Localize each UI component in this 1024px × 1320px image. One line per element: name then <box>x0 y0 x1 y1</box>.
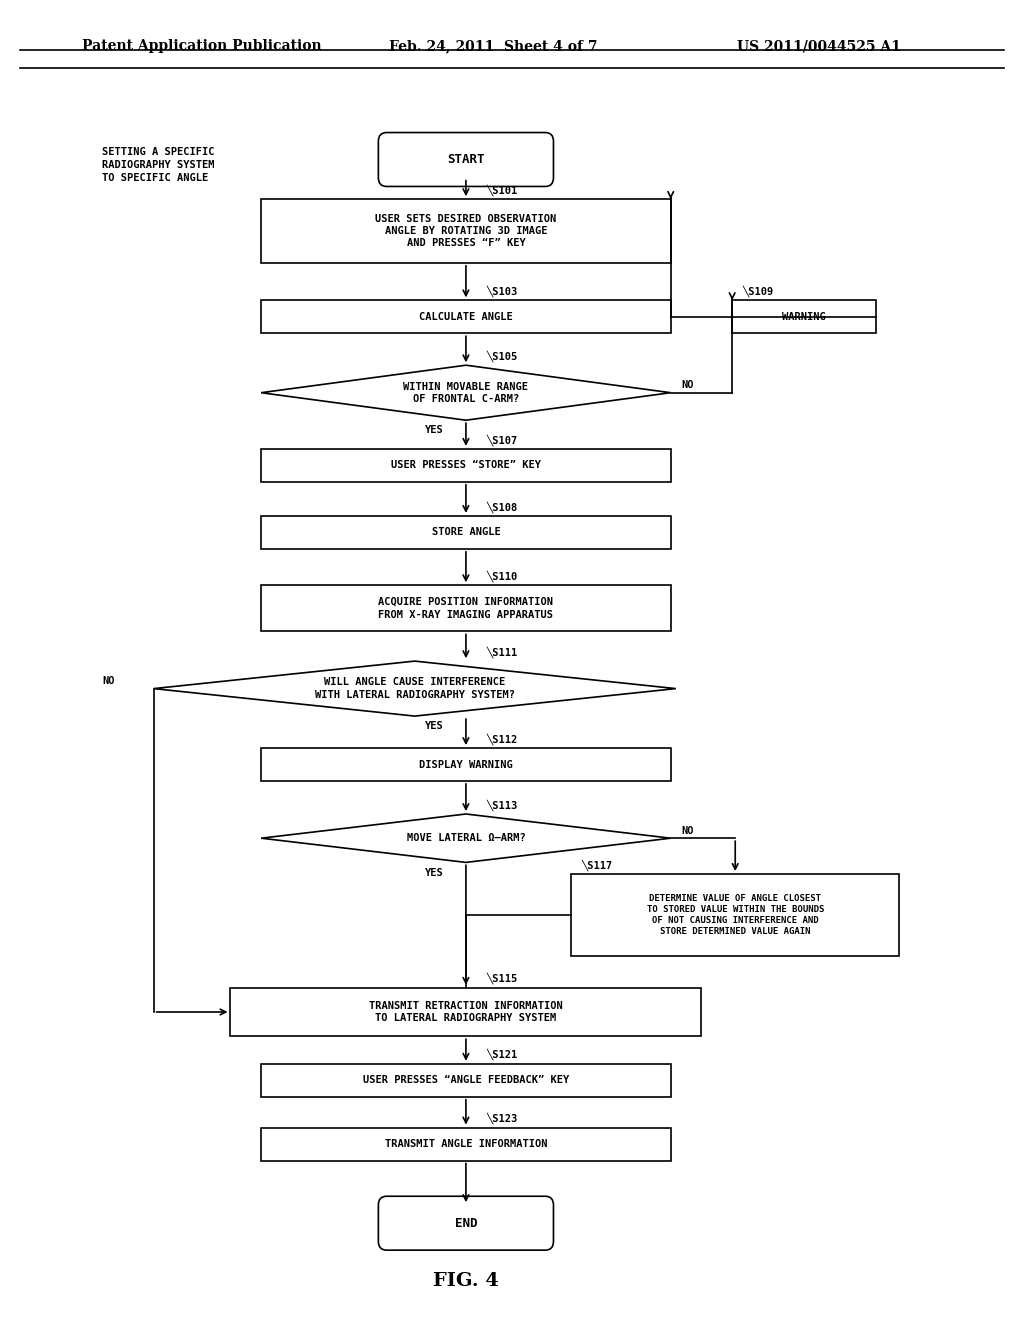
Text: ╲S107: ╲S107 <box>486 434 518 446</box>
Text: ╲S101: ╲S101 <box>486 183 518 195</box>
Text: ╲S123: ╲S123 <box>486 1113 518 1125</box>
Text: CALCULATE ANGLE: CALCULATE ANGLE <box>419 312 513 322</box>
Text: WITHIN MOVABLE RANGE
OF FRONTAL C-ARM?: WITHIN MOVABLE RANGE OF FRONTAL C-ARM? <box>403 381 528 404</box>
Text: NO: NO <box>681 826 693 836</box>
Text: Feb. 24, 2011  Sheet 4 of 7: Feb. 24, 2011 Sheet 4 of 7 <box>389 40 598 53</box>
Text: ╲S121: ╲S121 <box>486 1048 518 1060</box>
Text: YES: YES <box>425 425 443 436</box>
Bar <box>261 300 671 333</box>
Text: DETERMINE VALUE OF ANGLE CLOSEST
TO STORED VALUE WITHIN THE BOUNDS
OF NOT CAUSIN: DETERMINE VALUE OF ANGLE CLOSEST TO STOR… <box>646 894 824 936</box>
Text: ╲S112: ╲S112 <box>486 733 518 744</box>
Text: YES: YES <box>425 721 443 731</box>
Text: END: END <box>455 1217 477 1230</box>
Text: TRANSMIT RETRACTION INFORMATION
TO LATERAL RADIOGRAPHY SYSTEM: TRANSMIT RETRACTION INFORMATION TO LATER… <box>369 1001 563 1023</box>
Text: ╲S109: ╲S109 <box>742 285 774 297</box>
Text: MOVE LATERAL Ω–ARM?: MOVE LATERAL Ω–ARM? <box>407 833 525 843</box>
Text: TRANSMIT ANGLE INFORMATION: TRANSMIT ANGLE INFORMATION <box>385 1139 547 1148</box>
Bar <box>261 1064 671 1097</box>
Bar <box>261 516 671 549</box>
Text: ╲S113: ╲S113 <box>486 799 518 810</box>
Bar <box>261 585 671 631</box>
Text: YES: YES <box>425 867 443 878</box>
Text: START: START <box>447 153 484 166</box>
Polygon shape <box>154 661 676 715</box>
Bar <box>261 449 671 482</box>
Bar <box>230 987 701 1036</box>
Text: NO: NO <box>681 380 693 391</box>
Bar <box>261 199 671 263</box>
Bar <box>261 1127 671 1160</box>
Bar <box>261 748 671 781</box>
Text: US 2011/0044525 A1: US 2011/0044525 A1 <box>737 40 901 53</box>
Bar <box>732 300 876 333</box>
Text: USER PRESSES “ANGLE FEEDBACK” KEY: USER PRESSES “ANGLE FEEDBACK” KEY <box>362 1076 569 1085</box>
Text: NO: NO <box>102 676 115 686</box>
Text: USER PRESSES “STORE” KEY: USER PRESSES “STORE” KEY <box>391 461 541 470</box>
Text: USER SETS DESIRED OBSERVATION
ANGLE BY ROTATING 3D IMAGE
AND PRESSES “F” KEY: USER SETS DESIRED OBSERVATION ANGLE BY R… <box>375 214 557 248</box>
Text: ╲S103: ╲S103 <box>486 285 518 297</box>
FancyBboxPatch shape <box>379 132 553 186</box>
Text: FIG. 4: FIG. 4 <box>433 1272 499 1291</box>
Text: WARNING: WARNING <box>782 312 825 322</box>
Polygon shape <box>261 366 671 420</box>
Bar <box>571 874 899 957</box>
Text: SETTING A SPECIFIC
RADIOGRAPHY SYSTEM
TO SPECIFIC ANGLE: SETTING A SPECIFIC RADIOGRAPHY SYSTEM TO… <box>102 147 215 183</box>
Text: ╲S111: ╲S111 <box>486 645 518 657</box>
Text: Patent Application Publication: Patent Application Publication <box>82 40 322 53</box>
Text: ╲S117: ╲S117 <box>582 859 613 871</box>
Text: ╲S110: ╲S110 <box>486 570 518 582</box>
Text: ╲S105: ╲S105 <box>486 350 518 362</box>
Polygon shape <box>261 814 671 862</box>
Text: DISPLAY WARNING: DISPLAY WARNING <box>419 759 513 770</box>
Text: ╲S108: ╲S108 <box>486 500 518 512</box>
Text: WILL ANGLE CAUSE INTERFERENCE
WITH LATERAL RADIOGRAPHY SYSTEM?: WILL ANGLE CAUSE INTERFERENCE WITH LATER… <box>314 677 515 700</box>
Text: STORE ANGLE: STORE ANGLE <box>431 528 501 537</box>
Text: ACQUIRE POSITION INFORMATION
FROM X-RAY IMAGING APPARATUS: ACQUIRE POSITION INFORMATION FROM X-RAY … <box>379 597 553 619</box>
Text: ╲S115: ╲S115 <box>486 973 518 985</box>
FancyBboxPatch shape <box>379 1196 553 1250</box>
